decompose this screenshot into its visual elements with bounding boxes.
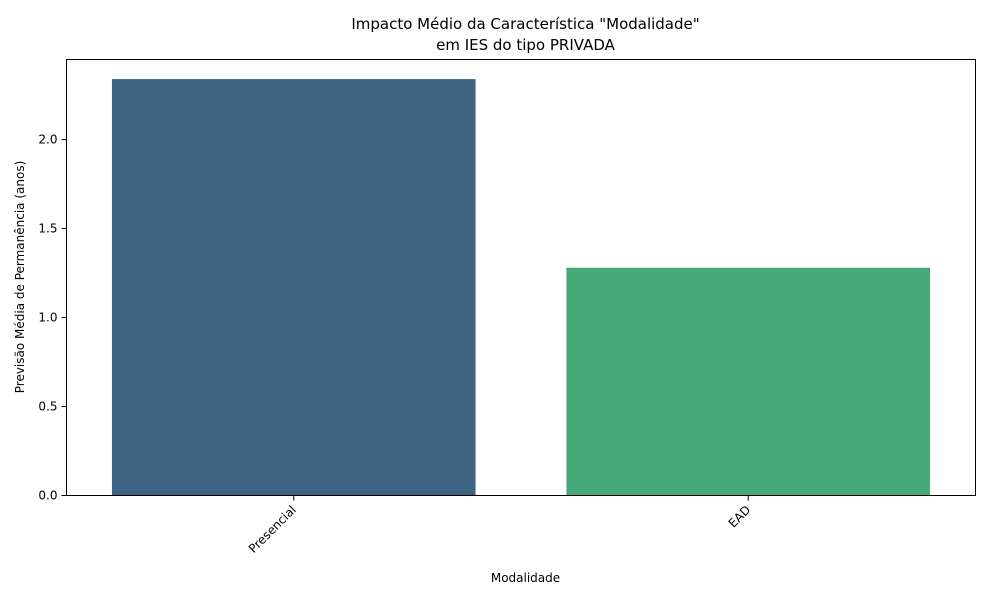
x-tick-label-ead: EAD [726, 503, 754, 531]
plot-frame [66, 59, 976, 496]
chart-title-line-2: em IES do tipo PRIVADA [436, 36, 616, 54]
x-axis-ticks: Presencial EAD [246, 495, 754, 556]
y-tick-label: 0.5 [38, 400, 57, 414]
y-tick-label: 1.0 [38, 311, 57, 325]
y-axis-label: Previsão Média de Permanência (anos) [13, 161, 27, 394]
bars-layer [111, 79, 931, 496]
y-axis-ticks: 0.0 0.5 1.0 1.5 2.0 [38, 133, 67, 503]
y-tick-label: 2.0 [38, 133, 57, 147]
y-tick-label: 0.0 [38, 489, 57, 503]
x-tick-label-presencial: Presencial [246, 503, 299, 556]
chart-title-line-1: Impacto Médio da Característica "Modalid… [351, 15, 699, 33]
bar-ead [566, 267, 931, 496]
x-axis-label: Modalidade [491, 571, 560, 585]
y-tick-label: 1.5 [38, 222, 57, 236]
bar-presencial [111, 79, 476, 496]
